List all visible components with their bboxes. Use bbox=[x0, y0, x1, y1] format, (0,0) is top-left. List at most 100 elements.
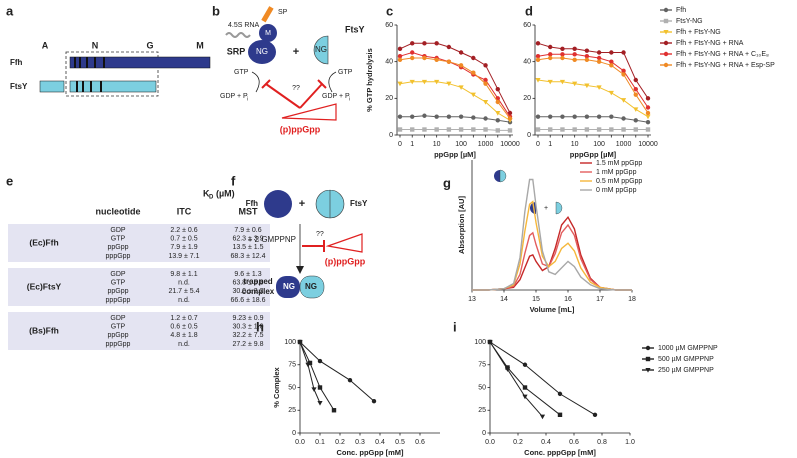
y-tick-label: 0 bbox=[527, 132, 531, 139]
marker bbox=[620, 98, 627, 103]
panel-label: h bbox=[256, 319, 264, 334]
marker bbox=[596, 85, 602, 90]
table-cell: 27.2 ± 9.8 bbox=[232, 341, 263, 348]
series-line bbox=[299, 341, 375, 402]
marker bbox=[535, 127, 541, 132]
y-axis-label: % Complex bbox=[272, 366, 281, 407]
marker bbox=[663, 40, 669, 46]
marker bbox=[422, 55, 427, 61]
marker bbox=[446, 44, 452, 50]
legend-label: Ffh + FtsY-NG + RNA + C₁₀E₈ bbox=[676, 51, 769, 58]
group-name: (Ec)FtsY bbox=[27, 281, 62, 291]
group-name: (Ec)Ffh bbox=[29, 237, 58, 247]
table-cell: pppGpp bbox=[106, 341, 131, 348]
series-line bbox=[472, 215, 632, 291]
marker bbox=[471, 70, 476, 75]
x-tick-label: 10 bbox=[571, 141, 579, 148]
marker bbox=[596, 50, 602, 55]
marker bbox=[397, 114, 403, 119]
marker bbox=[522, 362, 528, 367]
x-tick-label: 10000 bbox=[500, 141, 520, 148]
domain-label: N bbox=[92, 40, 99, 50]
legend-label: 0.5 mM ppGpp bbox=[596, 178, 642, 185]
marker bbox=[621, 116, 626, 121]
marker bbox=[410, 50, 415, 55]
x-tick-label: 16 bbox=[564, 296, 572, 303]
marker bbox=[297, 340, 303, 345]
marker bbox=[422, 41, 427, 46]
marker bbox=[507, 116, 513, 121]
marker bbox=[483, 81, 488, 86]
marker bbox=[507, 110, 513, 116]
marker bbox=[621, 72, 626, 77]
x-tick-label: 0.0 bbox=[485, 439, 495, 446]
x-axis-label: pppGpp [µM] bbox=[570, 150, 617, 159]
marker bbox=[663, 7, 669, 13]
ftsy-bar bbox=[69, 80, 157, 93]
table-cell: 68.3 ± 12.4 bbox=[231, 253, 266, 260]
x-tick-label: 10000 bbox=[638, 141, 658, 148]
series-line bbox=[399, 81, 511, 121]
subscript: i bbox=[247, 96, 248, 102]
marker bbox=[609, 114, 614, 119]
marker bbox=[495, 86, 500, 92]
table-cell: ppGpp bbox=[107, 288, 128, 295]
marker bbox=[458, 127, 464, 132]
domain-box bbox=[65, 51, 159, 97]
plus: + bbox=[299, 198, 305, 210]
series-line bbox=[472, 223, 632, 291]
marker bbox=[397, 127, 403, 132]
table-cell: 32.2 ± 7.5 bbox=[232, 332, 263, 339]
table-cell: 4.8 ± 1.8 bbox=[170, 332, 197, 339]
table-cell: 7.9 ± 0.6 bbox=[234, 227, 261, 234]
ffh-shape bbox=[278, 190, 292, 218]
ffh-bar bbox=[69, 56, 211, 69]
marker bbox=[596, 59, 602, 64]
table-cell: GDP bbox=[110, 227, 126, 234]
marker bbox=[663, 51, 669, 57]
marker bbox=[495, 111, 501, 116]
marker bbox=[495, 118, 500, 123]
marker bbox=[663, 30, 669, 35]
series-line bbox=[299, 341, 321, 404]
marker bbox=[458, 63, 464, 68]
marker bbox=[470, 92, 476, 98]
ftsy-shape bbox=[315, 189, 345, 219]
marker bbox=[410, 127, 415, 132]
domain-text: NG bbox=[305, 282, 317, 291]
signal-peptide bbox=[261, 6, 274, 23]
marker bbox=[483, 127, 488, 132]
panel-label: c bbox=[386, 3, 393, 18]
marker bbox=[548, 44, 553, 50]
marker bbox=[458, 85, 464, 90]
x-tick-label: 0.2 bbox=[335, 439, 345, 446]
srp-label: SRP bbox=[227, 46, 246, 56]
marker bbox=[434, 127, 439, 132]
y-tick-label: 100 bbox=[284, 339, 296, 346]
kd-unit: (µM) bbox=[216, 188, 235, 198]
table-cell: GDP bbox=[110, 271, 126, 278]
y-tick-label: 40 bbox=[385, 59, 393, 66]
marker bbox=[633, 127, 638, 132]
icon-plus: + bbox=[544, 205, 548, 212]
table-cell: GTP bbox=[111, 236, 126, 243]
marker bbox=[633, 77, 638, 83]
group-bg bbox=[8, 268, 270, 306]
inhibitor: (p)ppGpp bbox=[325, 256, 366, 266]
y-tick-label: 50 bbox=[478, 384, 486, 391]
legend-label: 250 µM GMPPNP bbox=[658, 367, 714, 374]
marker bbox=[410, 41, 415, 46]
x-tick-label: 0.0 bbox=[295, 439, 305, 446]
marker bbox=[317, 358, 323, 364]
marker bbox=[572, 57, 577, 63]
series-line bbox=[399, 42, 511, 114]
marker bbox=[645, 345, 651, 351]
arrowhead bbox=[296, 266, 304, 274]
marker bbox=[621, 127, 626, 132]
marker bbox=[507, 128, 513, 133]
y-tick-label: 100 bbox=[474, 339, 486, 346]
marker bbox=[305, 362, 311, 368]
series-line bbox=[400, 129, 510, 131]
marker bbox=[584, 114, 590, 119]
marker bbox=[609, 50, 614, 55]
